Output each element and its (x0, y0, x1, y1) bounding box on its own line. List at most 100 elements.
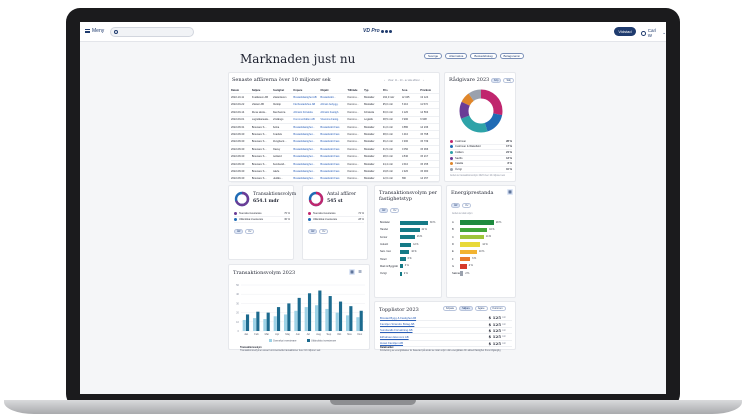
table-cell-link[interactable]: Bostadsfastighet... (293, 125, 315, 129)
tab-kv[interactable]: Kv (245, 229, 255, 234)
table-cell-link[interactable]: Bostadsrätt Fast. (320, 155, 341, 159)
menu-button[interactable]: Meny (85, 28, 104, 34)
toplist-link[interactable]: Sundsvalls Förvaltning AB (380, 328, 413, 333)
column-header[interactable]: Fastighet (272, 88, 285, 92)
tab-kv[interactable]: Kv (462, 203, 472, 208)
footnote-left: Transaktionsvolym Transaktionsvolymen av… (240, 346, 360, 352)
tab-kv[interactable]: Kv (390, 208, 400, 213)
tab-kop[interactable]: Köp (491, 78, 502, 83)
search-input[interactable] (110, 27, 194, 37)
tab-kv[interactable]: Kv (319, 229, 329, 234)
toplist-link[interactable]: Huset Familjen AB (380, 341, 404, 346)
table-cell-link[interactable]: Bostadsrätt Fast. (320, 147, 341, 151)
table-cell-link[interactable]: Bostadsrätt Fast. (320, 133, 341, 137)
toplist-link[interactable]: Elrbahaus Ekonomi AB (380, 334, 409, 339)
energy-row: C 14 % (452, 234, 514, 241)
table-row[interactable]: 2022-09-14 Runa skola... Stenhamra Allmänt … (231, 109, 439, 117)
toplist-item[interactable]: Huset Familjen AB $ 125 mkr (380, 341, 512, 347)
tab-saljare[interactable]: Säljare (459, 306, 473, 311)
table-cell-link[interactable]: Allmänt Fastigh. (320, 110, 340, 114)
filter-chip[interactable]: Bolagsnamn (499, 53, 525, 59)
table-cell-link[interactable]: Bostadsfastighet AB (293, 96, 317, 100)
column-header[interactable]: Objekt (320, 88, 329, 92)
column-header[interactable]: Pris (382, 88, 388, 92)
tab-ar[interactable]: ÅR (379, 208, 389, 213)
chart-bar (245, 314, 250, 331)
table-row[interactable]: 2022-09-01 Logistikareala... Vindängs Kommu… (231, 117, 439, 124)
user-menu[interactable]: Carl W ⌄ (641, 28, 666, 38)
table-cell-link[interactable]: Bostadsrätt Fast. (320, 169, 341, 173)
column-header[interactable]: Typ (364, 88, 369, 92)
toplist-item[interactable]: Brostad Bygg & Fastighet AB $ 125 mkr (380, 315, 512, 322)
tab-kommun[interactable]: Kommun (489, 306, 506, 311)
tab-kopare[interactable]: Köpare (443, 306, 458, 311)
tab-agare[interactable]: Ägare (474, 306, 488, 311)
table-row[interactable]: 2022-08-30 Brænare S... Gävle Bostadsfastig… (231, 168, 439, 176)
table-cell-link[interactable]: Bostadsrätt Fast. (320, 140, 341, 144)
column-header[interactable]: Köpare (293, 88, 303, 92)
x-tick-label: Jul (307, 332, 311, 336)
y-tick-label: 40 (236, 292, 239, 296)
tab-ar[interactable]: ÅR (451, 203, 461, 208)
toplist-item[interactable]: Sundsvalls Förvaltning AB $ 125 mkr (380, 328, 512, 335)
table-row[interactable]: 2022-10-11 Kvalitetem AB Västeråsom Bostads… (231, 94, 439, 102)
chart-toggle-icon[interactable]: ▦ (507, 189, 513, 195)
table-cell: 15 768 (420, 133, 429, 137)
bar-row: Bostäder 30 % (380, 219, 440, 226)
table-row[interactable]: 2022-08-31 Brænare S... Solna Bostadsfastig… (231, 124, 439, 132)
table-cell: Stenhamra (272, 110, 286, 114)
table-cell-link[interactable]: Bostadsrätt Fast. (320, 162, 341, 166)
column-header[interactable]: Datum (231, 88, 240, 92)
energy-class: C (452, 235, 454, 239)
pager-next-icon[interactable]: › (422, 79, 424, 82)
chart-view-icon[interactable]: ▦ (349, 269, 355, 275)
table-cell-link[interactable]: Bostadsfastighet... (293, 147, 315, 151)
filter-chip[interactable]: Bostadsbolag (470, 53, 497, 59)
table-cell-link[interactable]: Bostadsfastighet... (293, 133, 315, 137)
hamburger-icon (85, 29, 90, 33)
filter-chip[interactable]: Sverige (424, 53, 443, 59)
toplist-link[interactable]: Familjen Strandro Bolag AB (380, 322, 415, 327)
column-header[interactable]: Area (401, 88, 408, 92)
x-tick-label: Jan (244, 332, 249, 336)
table-row[interactable]: 2022-08-30 Brænare S... Knadsts Bostadsfast… (231, 131, 439, 139)
table-cell-link[interactable]: Flerbostadshus AB (293, 103, 316, 107)
toplist-link[interactable]: Brostad Bygg & Fastighet AB (380, 315, 417, 320)
column-header[interactable]: Pris/kvm (420, 88, 432, 92)
table-row[interactable]: 2022-08-30 Brænare S... Hudiks... Bostadsfa… (231, 176, 439, 184)
x-tick-label: Aug (316, 332, 321, 336)
column-header[interactable]: Tillträde (347, 88, 358, 92)
table-cell-link[interactable]: Bostadsrätt... (320, 96, 336, 100)
table-cell-link[interactable]: Bostadsfastighet... (293, 140, 315, 144)
table-cell: Brænare S... (251, 169, 267, 173)
table-row[interactable]: 2022-08-30 Brænare S... Rungbeck... Bostads… (231, 139, 439, 147)
table-cell-link[interactable]: Allmän bebygg. (320, 103, 339, 107)
toplist-item[interactable]: Familjen Strandro Bolag AB $ 125 mkr (380, 321, 512, 328)
tab-salj[interactable]: Sälj (503, 78, 514, 83)
table-cell: 890 (401, 177, 406, 181)
table-cell-link[interactable]: Allmänt Förskola (293, 110, 313, 114)
table-row[interactable]: 2022-08-30 Brænare S... Klasvy Bostadsfasti… (231, 146, 439, 154)
table-cell-link[interactable]: Bostadsfastighet... (293, 177, 315, 181)
logo[interactable]: VD Pro (363, 28, 392, 34)
table-cell-link[interactable]: Kommunhällen AB (293, 118, 315, 122)
table-cell-link[interactable]: Bostadsrätt Fast. (320, 125, 341, 129)
column-header[interactable]: Säljare (251, 88, 261, 92)
table-row[interactable]: 2022-09-22 Västeri AB Jönköp Flerbostadshus… (231, 102, 439, 110)
energy-class: G (452, 264, 455, 268)
toplist-item[interactable]: Elrbahaus Ekonomi AB $ 125 mkr (380, 334, 512, 341)
table-cell-link[interactable]: Bostadsrätt Fast. (320, 177, 341, 181)
table-cell-link[interactable]: Bostadsfastighet... (293, 169, 315, 173)
tab-ar[interactable]: ÅR (308, 229, 318, 234)
tab-ar[interactable]: ÅR (234, 229, 244, 234)
filter-chip[interactable]: Alternativa (445, 53, 468, 59)
table-row[interactable]: 2022-08-30 Brænare S... Gotland Bostadsfast… (231, 154, 439, 161)
table-cell-link[interactable]: Vitamina Fastig. (320, 118, 339, 122)
table-cell-link[interactable]: Bostadsfastighet... (293, 162, 315, 166)
table-row[interactable]: 2022-08-30 Brænare S... Sundsvall... Bostad… (231, 161, 439, 169)
action-button[interactable]: Vidstad (614, 27, 636, 36)
pager-prev-icon[interactable]: ‹ (384, 79, 385, 82)
table-view-icon[interactable]: ☰ (358, 269, 362, 274)
table-cell-link[interactable]: Bostadsfastighet... (293, 155, 315, 159)
